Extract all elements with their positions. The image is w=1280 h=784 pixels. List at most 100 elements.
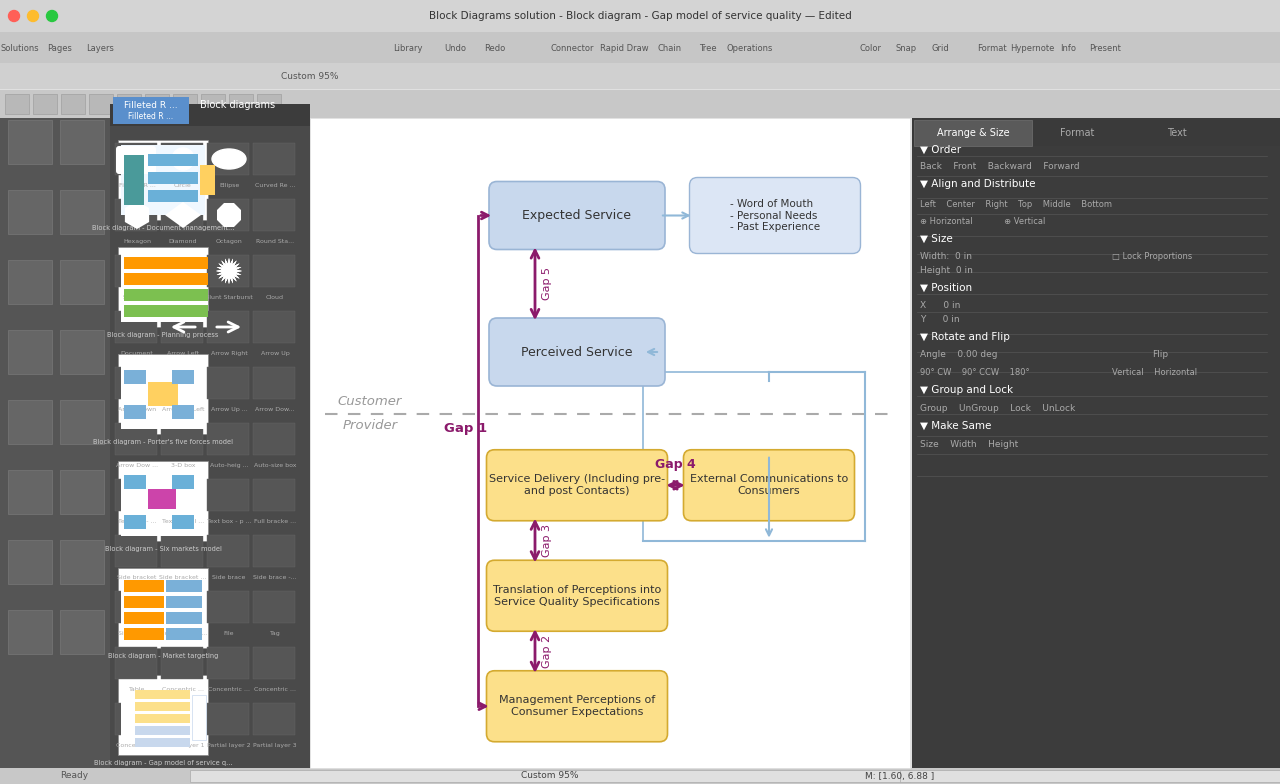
FancyBboxPatch shape xyxy=(134,702,189,711)
FancyBboxPatch shape xyxy=(8,260,52,304)
Text: Size    Width    Height: Size Width Height xyxy=(920,440,1019,448)
FancyBboxPatch shape xyxy=(229,94,253,114)
Text: Tag: Tag xyxy=(270,631,280,636)
Text: Cloud: Cloud xyxy=(266,295,284,300)
Text: Arrow Up: Arrow Up xyxy=(261,351,289,356)
Text: Arrow Left: Arrow Left xyxy=(166,351,198,356)
Polygon shape xyxy=(216,258,242,284)
Text: Block diagrams: Block diagrams xyxy=(200,100,275,110)
FancyBboxPatch shape xyxy=(115,703,157,735)
FancyBboxPatch shape xyxy=(124,628,164,640)
FancyBboxPatch shape xyxy=(148,382,178,406)
FancyBboxPatch shape xyxy=(148,172,198,184)
FancyBboxPatch shape xyxy=(115,423,157,455)
Text: Customer: Customer xyxy=(338,395,402,408)
Text: Undo: Undo xyxy=(444,43,466,53)
FancyBboxPatch shape xyxy=(60,190,104,234)
Text: Side brace: Side brace xyxy=(212,575,246,580)
Text: Side bracket: Side bracket xyxy=(118,575,156,580)
FancyBboxPatch shape xyxy=(189,770,910,782)
Text: Side brace -...: Side brace -... xyxy=(253,575,297,580)
FancyBboxPatch shape xyxy=(253,311,294,343)
Text: 3-D box: 3-D box xyxy=(170,463,196,468)
FancyBboxPatch shape xyxy=(253,591,294,623)
FancyBboxPatch shape xyxy=(5,94,29,114)
Text: Group    UnGroup    Lock    UnLock: Group UnGroup Lock UnLock xyxy=(920,404,1075,412)
FancyBboxPatch shape xyxy=(118,354,207,434)
FancyBboxPatch shape xyxy=(110,118,310,768)
Text: Block diagram - Gap model of service q...: Block diagram - Gap model of service q..… xyxy=(93,760,232,766)
FancyBboxPatch shape xyxy=(207,367,250,399)
FancyBboxPatch shape xyxy=(145,94,169,114)
Text: Auto-size box: Auto-size box xyxy=(253,463,296,468)
FancyBboxPatch shape xyxy=(166,580,202,592)
Text: Curved Re ...: Curved Re ... xyxy=(255,183,296,188)
FancyBboxPatch shape xyxy=(310,118,910,768)
FancyBboxPatch shape xyxy=(0,0,1280,32)
FancyBboxPatch shape xyxy=(911,118,1280,768)
Text: Concentric ...: Concentric ... xyxy=(163,687,204,692)
Text: Full bracke ...: Full bracke ... xyxy=(253,519,296,524)
Text: Chain: Chain xyxy=(658,43,682,53)
Text: Block diagram - Document management...: Block diagram - Document management... xyxy=(92,225,234,231)
FancyBboxPatch shape xyxy=(8,400,52,444)
Text: □ Lock Proportions: □ Lock Proportions xyxy=(1112,252,1192,260)
FancyBboxPatch shape xyxy=(124,305,207,317)
FancyBboxPatch shape xyxy=(8,330,52,374)
FancyBboxPatch shape xyxy=(207,479,250,511)
FancyBboxPatch shape xyxy=(124,596,164,608)
Text: Octagon: Octagon xyxy=(215,239,242,244)
Text: Filleted R ...: Filleted R ... xyxy=(128,111,174,121)
Text: Arrow Up ...: Arrow Up ... xyxy=(211,407,247,412)
Text: Side pare ...: Side pare ... xyxy=(118,631,156,636)
FancyBboxPatch shape xyxy=(134,738,189,747)
FancyBboxPatch shape xyxy=(115,479,157,511)
FancyBboxPatch shape xyxy=(115,199,157,231)
Ellipse shape xyxy=(212,149,246,169)
FancyBboxPatch shape xyxy=(161,255,204,287)
Text: ▼ Rotate and Flip: ▼ Rotate and Flip xyxy=(920,332,1010,342)
Text: Arrange & Size: Arrange & Size xyxy=(937,128,1010,138)
FancyBboxPatch shape xyxy=(115,367,157,399)
FancyBboxPatch shape xyxy=(122,573,205,643)
FancyBboxPatch shape xyxy=(110,118,310,768)
Text: ▼ Align and Distribute: ▼ Align and Distribute xyxy=(920,179,1036,189)
FancyBboxPatch shape xyxy=(166,628,202,640)
FancyBboxPatch shape xyxy=(489,318,666,386)
FancyBboxPatch shape xyxy=(118,568,207,648)
Text: Concentric ...: Concentric ... xyxy=(253,687,296,692)
Text: Arrow Right: Arrow Right xyxy=(211,351,247,356)
Text: Gap 3: Gap 3 xyxy=(541,524,552,557)
Text: Auto-heig ...: Auto-heig ... xyxy=(210,463,248,468)
Text: Concentric ...: Concentric ... xyxy=(116,743,157,748)
FancyBboxPatch shape xyxy=(110,94,312,116)
Text: Concentric ...: Concentric ... xyxy=(207,687,250,692)
Polygon shape xyxy=(124,258,150,284)
Text: Library: Library xyxy=(393,43,422,53)
Text: Custom 95%: Custom 95% xyxy=(282,71,339,81)
FancyBboxPatch shape xyxy=(148,190,198,202)
Text: Text box - l ...: Text box - l ... xyxy=(161,519,204,524)
FancyBboxPatch shape xyxy=(161,647,204,679)
FancyBboxPatch shape xyxy=(115,647,157,679)
FancyBboxPatch shape xyxy=(148,154,198,166)
Text: Translation of Perceptions into
Service Quality Specifications: Translation of Perceptions into Service … xyxy=(493,585,662,607)
Polygon shape xyxy=(216,258,242,284)
Text: Service Delivery (Including pre-
and post Contacts): Service Delivery (Including pre- and pos… xyxy=(489,474,666,496)
FancyBboxPatch shape xyxy=(166,596,202,608)
FancyBboxPatch shape xyxy=(690,177,860,253)
FancyBboxPatch shape xyxy=(161,591,204,623)
FancyBboxPatch shape xyxy=(0,768,1280,784)
Text: Flip: Flip xyxy=(1152,350,1169,358)
Text: Present: Present xyxy=(1089,43,1121,53)
FancyBboxPatch shape xyxy=(253,703,294,735)
Text: Block diagram - Porter's five forces model: Block diagram - Porter's five forces mod… xyxy=(93,439,233,445)
FancyBboxPatch shape xyxy=(124,289,207,301)
Text: Perceived Service: Perceived Service xyxy=(521,346,632,358)
FancyBboxPatch shape xyxy=(118,140,207,220)
Text: Back    Front    Backward    Forward: Back Front Backward Forward xyxy=(920,162,1079,170)
Text: Circle: Circle xyxy=(174,183,192,188)
FancyBboxPatch shape xyxy=(115,311,157,343)
FancyBboxPatch shape xyxy=(122,145,205,215)
FancyBboxPatch shape xyxy=(172,405,195,419)
